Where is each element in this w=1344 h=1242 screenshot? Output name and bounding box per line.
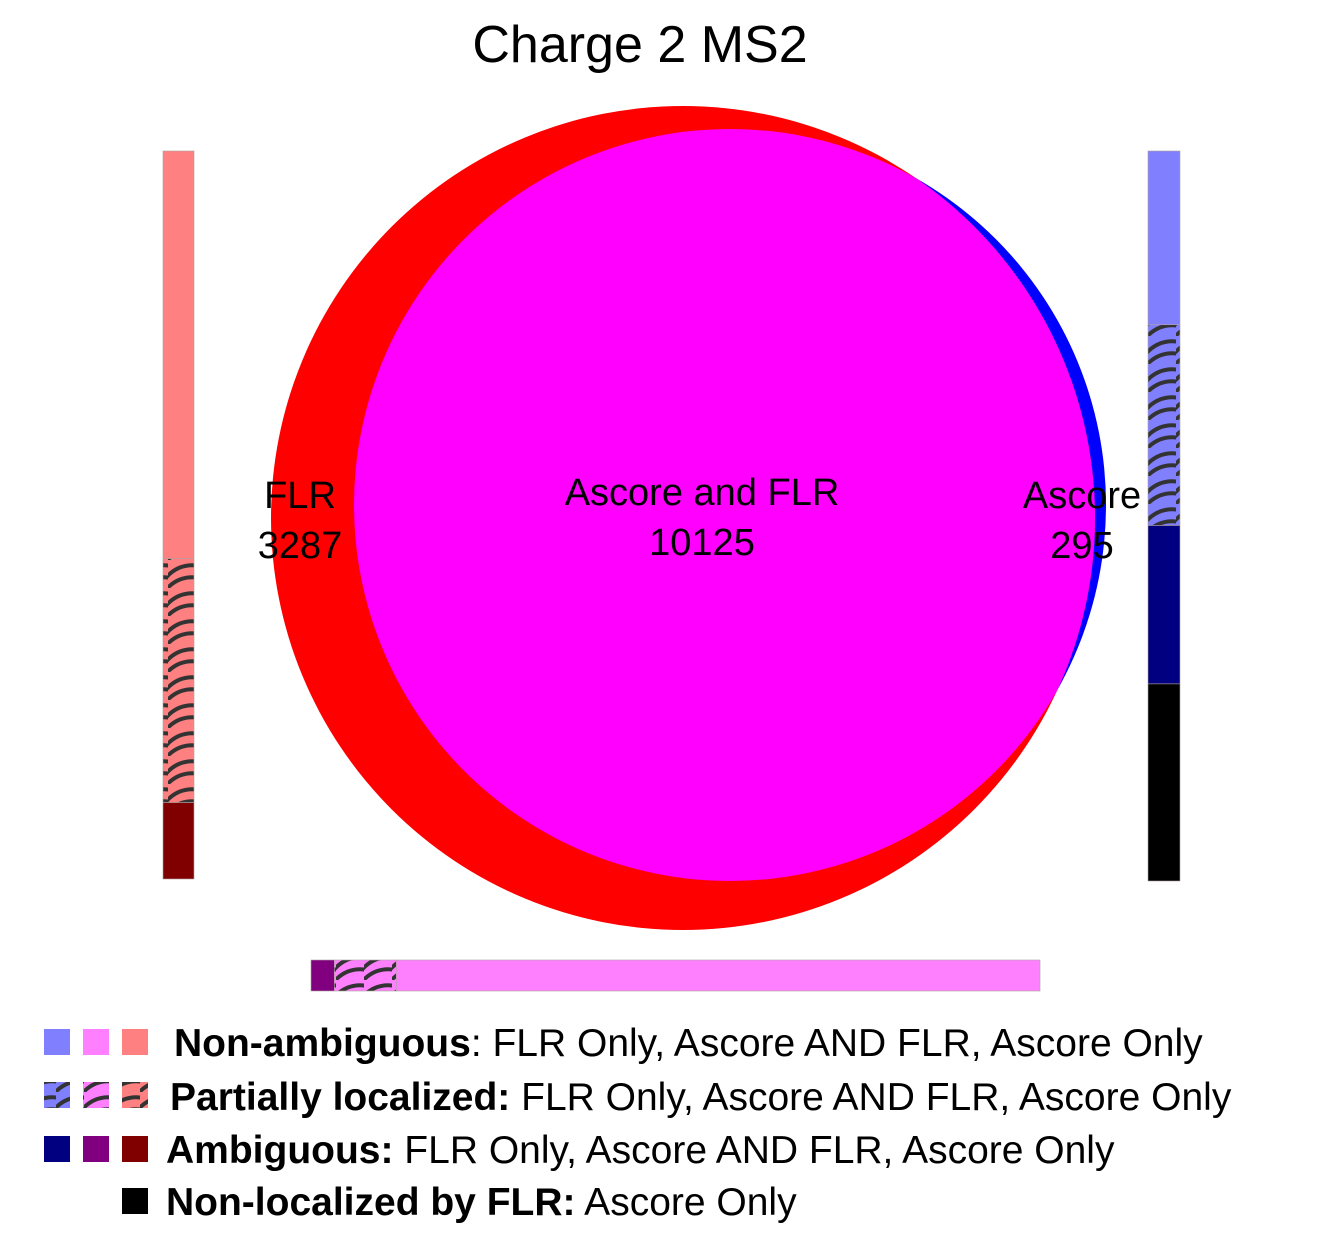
swatch-both-amb bbox=[83, 1136, 109, 1162]
flr-bar-segment-non-ambiguous bbox=[162, 150, 195, 559]
both-bar-segment-partially-localized bbox=[334, 959, 397, 992]
both-bar-segment-ambiguous bbox=[310, 959, 335, 992]
ascore-bar-segment-non-localized bbox=[1147, 683, 1181, 882]
swatch-flr-amb bbox=[122, 1136, 148, 1162]
overlap-region bbox=[354, 129, 1095, 881]
swatch-ascore-amb bbox=[44, 1136, 70, 1162]
swatch-flr-partial bbox=[122, 1082, 148, 1108]
swatch-ascore-nonloc bbox=[122, 1188, 148, 1214]
legend-amb-bold: Ambiguous: bbox=[166, 1129, 393, 1172]
ascore-label: Ascore bbox=[1023, 475, 1141, 517]
flr-count: 3287 bbox=[258, 525, 343, 567]
legend-amb-rest: FLR Only, Ascore AND FLR, Ascore Only bbox=[393, 1129, 1115, 1172]
legend-partial: Partially localized: FLR Only, Ascore AN… bbox=[170, 1076, 1232, 1119]
legend-amb: Ambiguous: FLR Only, Ascore AND FLR, Asc… bbox=[166, 1129, 1115, 1172]
swatch-ascore-nonamb bbox=[44, 1029, 70, 1055]
swatch-flr-nonamb bbox=[122, 1029, 148, 1055]
ascore-count: 295 bbox=[1050, 525, 1113, 567]
ascore-bar-segment-non-ambiguous bbox=[1147, 150, 1181, 326]
chart-title: Charge 2 MS2 bbox=[472, 16, 807, 74]
legend-partial-bold: Partially localized: bbox=[170, 1076, 510, 1119]
both-bar-segment-non-ambiguous bbox=[395, 959, 1041, 992]
legend-nonamb-bold: Non-ambiguous bbox=[174, 1022, 471, 1065]
legend-nonamb-rest: : FLR Only, Ascore AND FLR, Ascore Only bbox=[471, 1022, 1203, 1065]
both-count: 10125 bbox=[649, 522, 755, 564]
legend-nonamb: Non-ambiguous: FLR Only, Ascore AND FLR,… bbox=[174, 1022, 1203, 1065]
swatch-ascore-partial bbox=[44, 1082, 70, 1108]
flr-bar-segment-ambiguous bbox=[162, 802, 195, 880]
both-label: Ascore and FLR bbox=[565, 472, 840, 514]
legend-partial-rest: FLR Only, Ascore AND FLR, Ascore Only bbox=[510, 1076, 1232, 1119]
legend-nonloc-bold: Non-localized by FLR: bbox=[166, 1181, 576, 1224]
legend-nonloc: Non-localized by FLR: Ascore Only bbox=[166, 1181, 797, 1224]
flr-bar-segment-partially-localized bbox=[162, 558, 195, 803]
flr-breakdown-bar bbox=[162, 150, 195, 880]
ascore-bar-segment-ambiguous bbox=[1147, 525, 1181, 685]
ascore-bar-segment-partially-localized bbox=[1147, 324, 1181, 526]
both-breakdown-bar bbox=[310, 959, 1041, 992]
legend-swatches bbox=[44, 1029, 148, 1214]
ascore-breakdown-bar bbox=[1147, 150, 1181, 882]
swatch-both-partial bbox=[83, 1082, 109, 1108]
legend-nonloc-rest: Ascore Only bbox=[576, 1181, 798, 1224]
swatch-both-nonamb bbox=[83, 1029, 109, 1055]
flr-label: FLR bbox=[264, 475, 336, 517]
